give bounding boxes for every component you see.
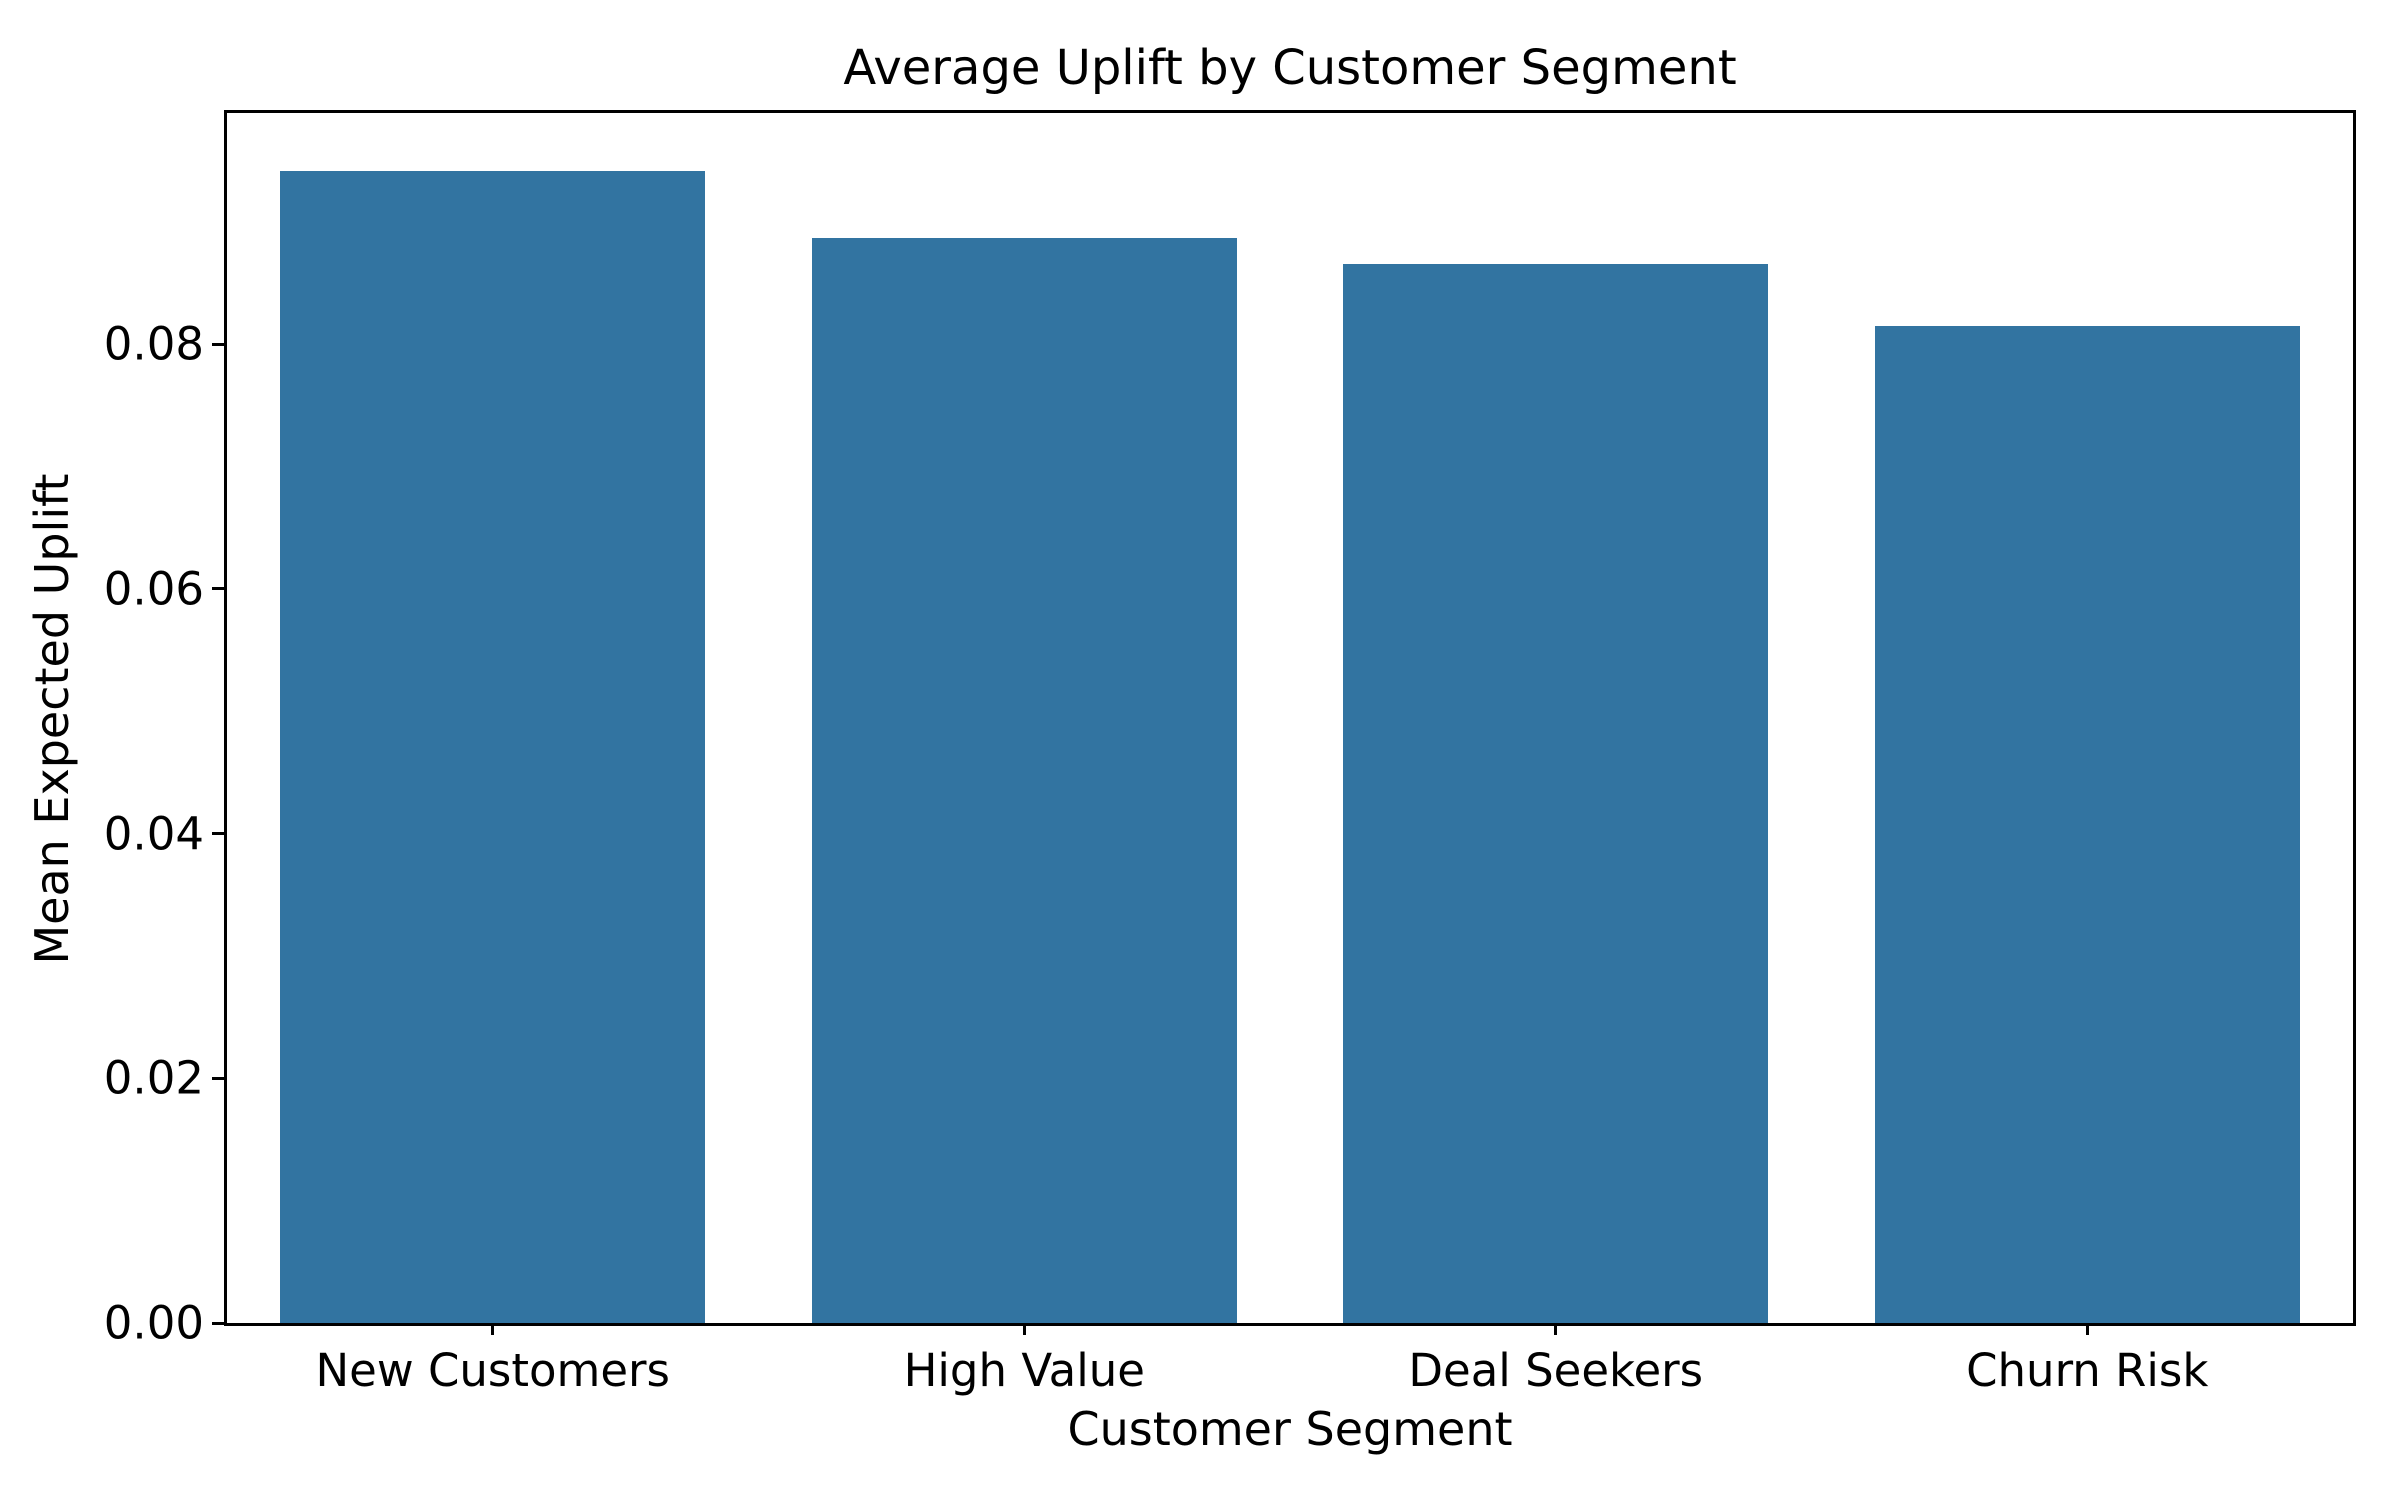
x-tick-label-high-value: High Value bbox=[903, 1344, 1145, 1397]
y-tick-mark bbox=[212, 832, 224, 836]
y-tick-mark bbox=[212, 587, 224, 591]
x-tick-label-churn-risk: Churn Risk bbox=[1966, 1344, 2209, 1397]
y-tick-label-0.04: 0.04 bbox=[103, 807, 204, 861]
chart-title: Average Uplift by Customer Segment bbox=[843, 40, 1737, 96]
y-tick-mark bbox=[212, 342, 224, 346]
y-axis-label: Mean Expected Uplift bbox=[25, 473, 79, 965]
y-tick-label-0.02: 0.02 bbox=[103, 1051, 204, 1105]
plot-area bbox=[224, 110, 2356, 1326]
y-tick-mark bbox=[212, 1076, 224, 1080]
x-tick-mark bbox=[2085, 1323, 2089, 1335]
bar-high-value bbox=[811, 237, 1237, 1323]
x-tick-label-deal-seekers: Deal Seekers bbox=[1408, 1344, 1704, 1397]
y-tick-label-0.06: 0.06 bbox=[103, 562, 204, 616]
x-axis-label: Customer Segment bbox=[1067, 1402, 1513, 1456]
bar-churn-risk bbox=[1874, 325, 2300, 1323]
y-tick-mark bbox=[212, 1321, 224, 1325]
bar-new-customers bbox=[280, 170, 706, 1323]
y-tick-label-0.00: 0.00 bbox=[103, 1296, 204, 1350]
x-tick-mark bbox=[1022, 1323, 1026, 1335]
x-tick-mark bbox=[1554, 1323, 1558, 1335]
y-tick-label-0.08: 0.08 bbox=[103, 317, 204, 371]
x-tick-label-new-customers: New Customers bbox=[315, 1344, 671, 1397]
bar-deal-seekers bbox=[1343, 263, 1769, 1323]
x-tick-mark bbox=[491, 1323, 495, 1335]
